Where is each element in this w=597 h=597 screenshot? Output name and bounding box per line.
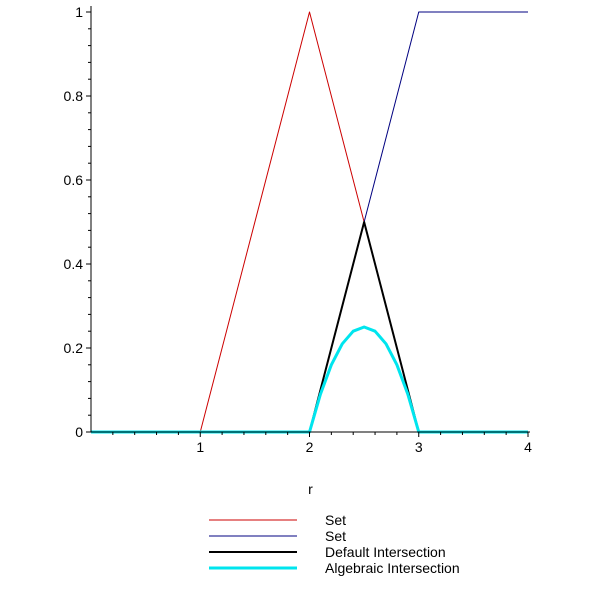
axes-layer: 1 2 3 4 0 0.2 0.4 0.6 0.8 1 bbox=[64, 4, 533, 455]
x-tick-label: 2 bbox=[306, 439, 314, 455]
legend-label-1: Set bbox=[325, 512, 346, 528]
x-tick-label: 4 bbox=[524, 439, 532, 455]
y-tick-label: 0.4 bbox=[64, 256, 84, 272]
y-tick-label: 0.8 bbox=[64, 88, 84, 104]
legend-label-3: Default Intersection bbox=[325, 544, 446, 560]
y-tick-label: 1 bbox=[75, 4, 83, 20]
x-tick-label: 1 bbox=[196, 439, 204, 455]
series-line-3 bbox=[91, 221, 528, 433]
y-tick-label: 0.6 bbox=[64, 172, 84, 188]
series-line-2 bbox=[91, 11, 528, 433]
series-layer bbox=[91, 11, 528, 434]
legend-label-4: Algebraic Intersection bbox=[325, 560, 460, 576]
series-line-1 bbox=[91, 11, 528, 433]
y-tick-label: 0.2 bbox=[64, 340, 84, 356]
y-tick-label: 0 bbox=[75, 424, 83, 440]
x-tick-label: 3 bbox=[415, 439, 423, 455]
legend-label-2: Set bbox=[325, 528, 346, 544]
series-line-4 bbox=[91, 325, 528, 434]
x-axis-title: r bbox=[308, 481, 313, 497]
